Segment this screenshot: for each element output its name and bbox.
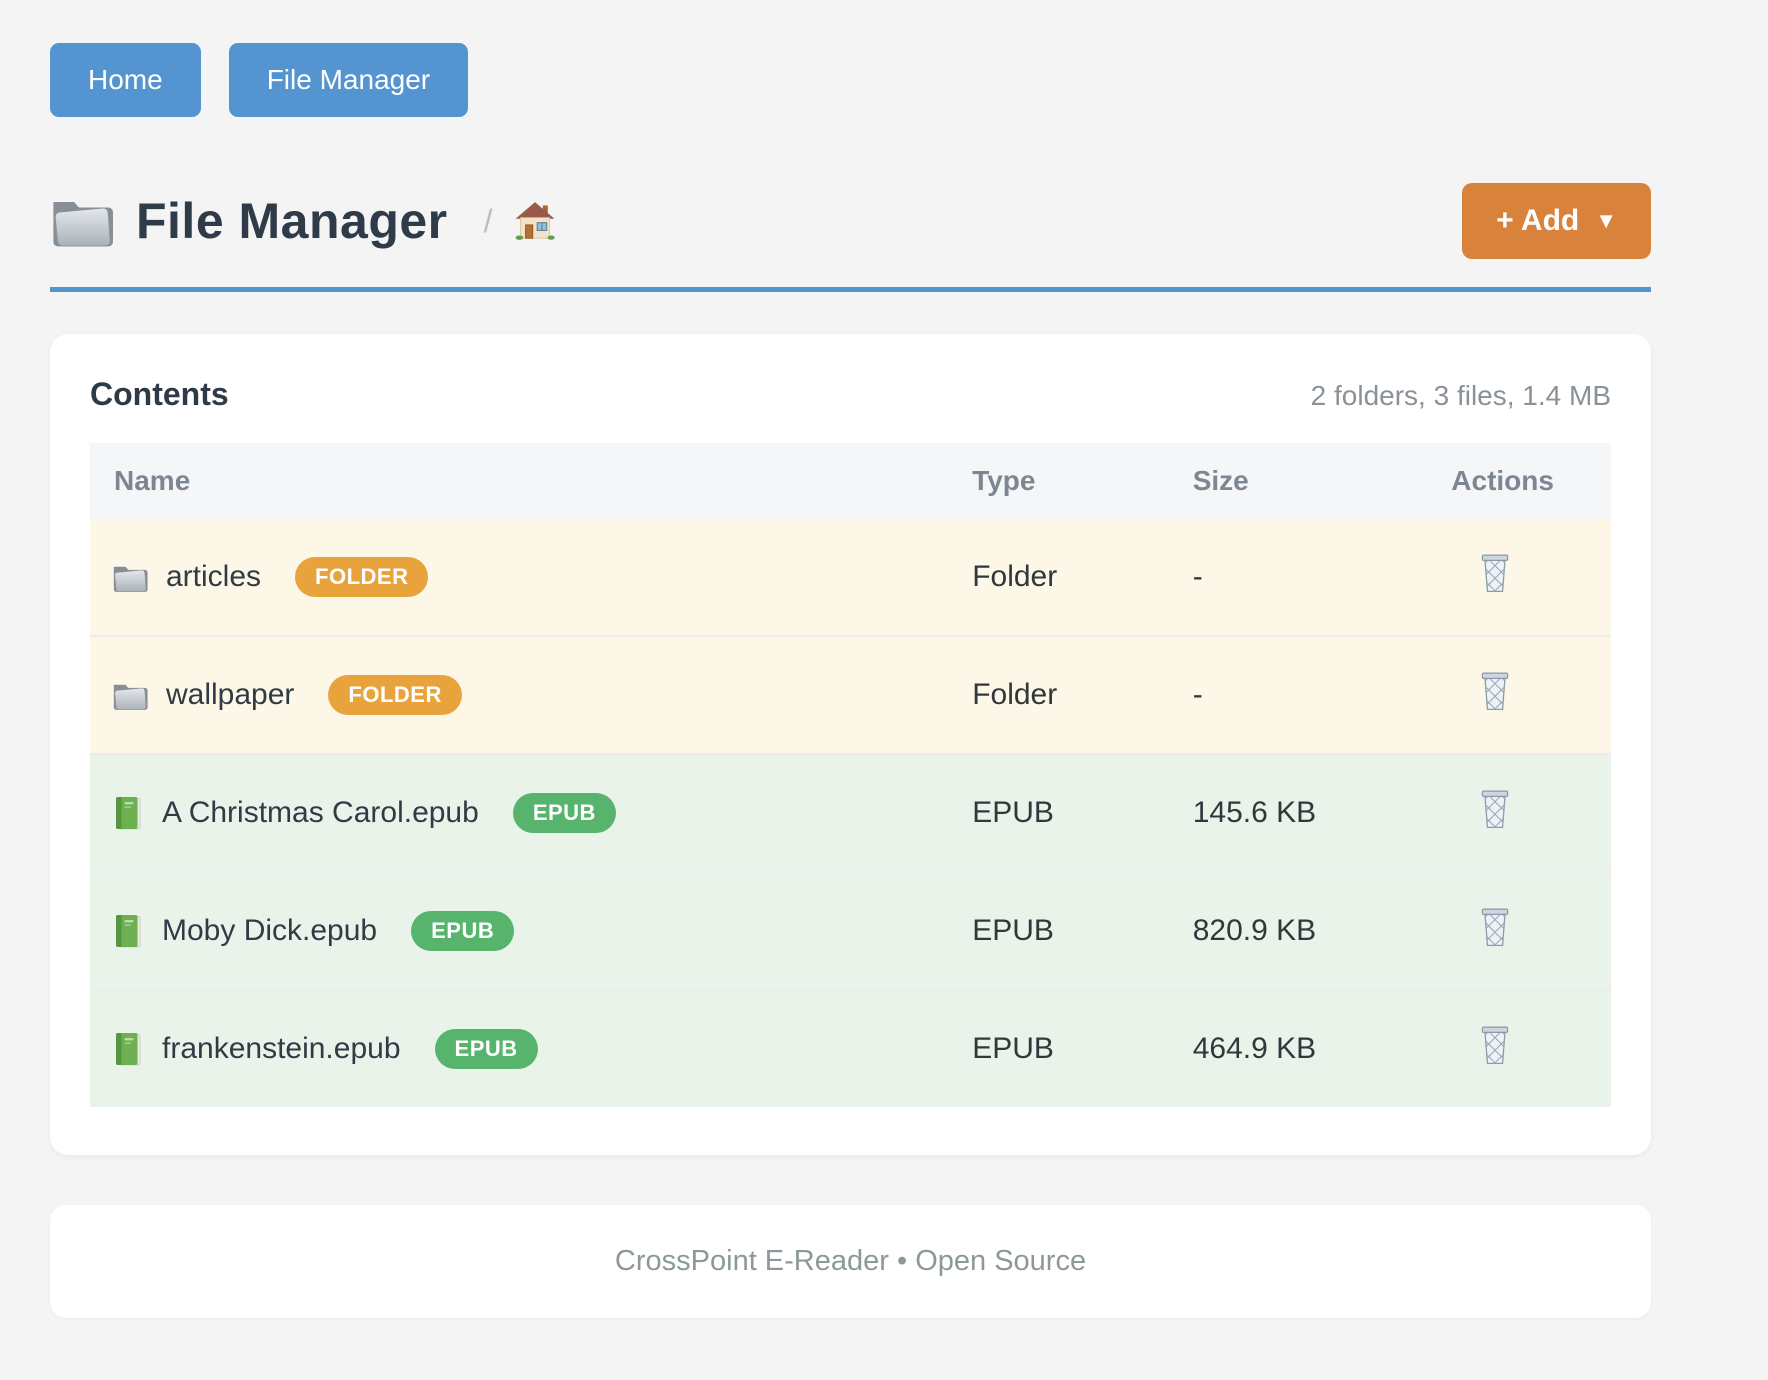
- book-icon: [112, 913, 144, 949]
- file-type: Folder: [972, 560, 1058, 593]
- file-name: Moby Dick.epub: [162, 914, 378, 947]
- file-manager-button[interactable]: File Manager: [228, 43, 469, 117]
- table-row: articles FOLDER Folder -: [90, 519, 1611, 636]
- file-table: Name Type Size Actions articles FOLDER F…: [90, 443, 1611, 1107]
- home-breadcrumb-icon[interactable]: [514, 201, 555, 241]
- file-size: 820.9 KB: [1192, 871, 1452, 990]
- column-header-name: Name: [114, 465, 191, 496]
- table-row: frankenstein.epub EPUB EPUB 464.9 KB: [90, 989, 1611, 1107]
- add-button-label: + Add: [1496, 204, 1580, 237]
- type-badge: EPUB: [512, 793, 616, 833]
- file-size: 145.6 KB: [1192, 753, 1452, 872]
- file-size: -: [1192, 635, 1452, 754]
- trash-icon: [1477, 788, 1513, 830]
- footer-text: CrossPoint E-Reader • Open Source: [614, 1245, 1087, 1277]
- delete-button[interactable]: [1477, 1024, 1513, 1066]
- page-title: File Manager: [136, 193, 448, 249]
- page-header: File Manager / + Add ▼: [50, 183, 1651, 259]
- delete-button[interactable]: [1477, 788, 1513, 830]
- trash-icon: [1477, 906, 1513, 948]
- folder-icon: [50, 194, 114, 248]
- breadcrumb-separator: /: [483, 202, 493, 239]
- contents-card: Contents 2 folders, 3 files, 1.4 MB Name…: [50, 334, 1651, 1155]
- column-header-actions: Actions: [1451, 465, 1554, 496]
- delete-button[interactable]: [1477, 552, 1513, 594]
- file-entry[interactable]: articles FOLDER: [90, 557, 972, 597]
- table-row: A Christmas Carol.epub EPUB EPUB 145.6 K…: [90, 753, 1611, 872]
- footer: CrossPoint E-Reader • Open Source: [50, 1205, 1651, 1318]
- file-entry[interactable]: A Christmas Carol.epub EPUB: [90, 793, 972, 833]
- file-entry[interactable]: frankenstein.epub EPUB: [90, 1029, 972, 1069]
- type-badge: FOLDER: [328, 675, 462, 715]
- file-name: frankenstein.epub: [162, 1032, 401, 1065]
- file-name: A Christmas Carol.epub: [162, 796, 479, 829]
- file-entry[interactable]: wallpaper FOLDER: [90, 675, 972, 715]
- home-button[interactable]: Home: [50, 43, 201, 117]
- type-badge: EPUB: [411, 911, 515, 951]
- trash-icon: [1477, 670, 1513, 712]
- trash-icon: [1477, 1024, 1513, 1066]
- add-button[interactable]: + Add ▼: [1462, 183, 1651, 259]
- file-type: EPUB: [972, 871, 1193, 990]
- book-icon: [112, 795, 144, 831]
- folder-icon: [112, 562, 148, 593]
- type-badge: EPUB: [434, 1029, 538, 1069]
- file-entry[interactable]: Moby Dick.epub EPUB: [90, 911, 972, 951]
- folder-icon: [112, 680, 148, 711]
- top-nav: Home File Manager: [50, 0, 1651, 117]
- file-size: 464.9 KB: [1192, 989, 1452, 1107]
- page: Home File Manager File Manager / + Add ▼…: [50, 0, 1651, 1318]
- title-divider: [50, 287, 1651, 292]
- trash-icon: [1477, 552, 1513, 594]
- delete-button[interactable]: [1477, 670, 1513, 712]
- file-type: Folder: [972, 635, 1193, 754]
- chevron-down-icon: ▼: [1595, 208, 1617, 233]
- table-row: Moby Dick.epub EPUB EPUB 820.9 KB: [90, 871, 1611, 990]
- file-type: EPUB: [972, 989, 1193, 1107]
- column-header-size: Size: [1192, 465, 1249, 496]
- file-name: articles: [166, 560, 262, 593]
- table-header-row: Name Type Size Actions: [90, 443, 1611, 519]
- delete-button[interactable]: [1477, 906, 1513, 948]
- file-name: wallpaper: [166, 678, 295, 711]
- type-badge: FOLDER: [295, 557, 429, 597]
- book-icon: [112, 1031, 144, 1067]
- file-type: EPUB: [972, 753, 1193, 872]
- card-title: Contents: [90, 376, 229, 412]
- column-header-type: Type: [972, 465, 1036, 496]
- contents-summary: 2 folders, 3 files, 1.4 MB: [1310, 380, 1611, 411]
- table-row: wallpaper FOLDER Folder -: [90, 635, 1611, 754]
- file-size: -: [1192, 560, 1203, 593]
